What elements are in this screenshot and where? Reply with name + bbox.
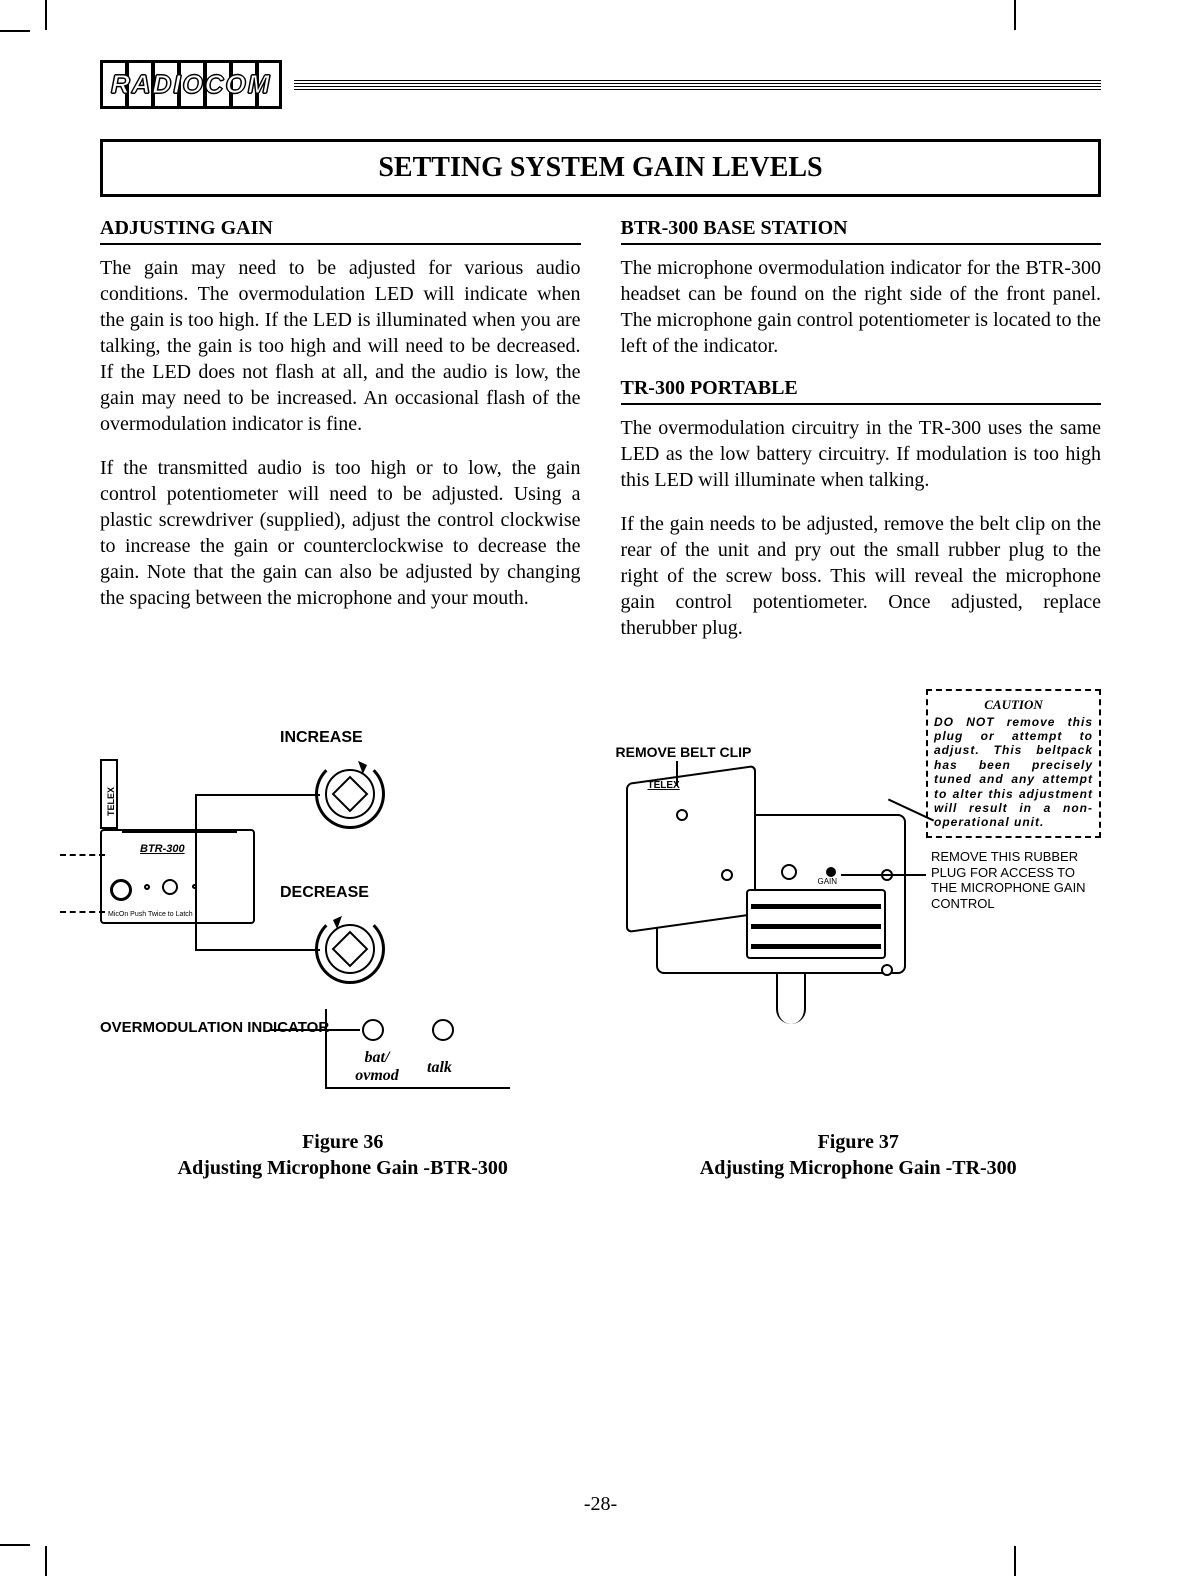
page-number: -28-: [0, 1493, 1201, 1516]
remove-belt-label: REMOVE BELT CLIP: [616, 744, 752, 760]
leader-line: [195, 949, 320, 951]
fig36-caption-a: Figure 36: [100, 1129, 586, 1155]
leader-line: [841, 874, 926, 876]
talk-label: talk: [427, 1059, 452, 1077]
tr300-unit: TELEX GAIN: [626, 774, 886, 1004]
paragraph: If the gain needs to be adjusted, remove…: [621, 511, 1102, 641]
page-header: RADIOCOM: [100, 60, 1101, 109]
paragraph: The microphone overmodulation indicator …: [621, 255, 1102, 359]
panel-small-text: MicOn Push Twice to Latch: [108, 911, 193, 918]
header-rule: [294, 80, 1101, 90]
caution-box: CAUTION DO NOT remove this plug or attem…: [926, 689, 1101, 838]
talk-led-icon: [432, 1019, 454, 1041]
paragraph: The overmodulation circuitry in the TR-3…: [621, 415, 1102, 493]
crop-mark: [0, 30, 30, 32]
remove-plug-label: REMOVE THIS RUBBER PLUG FOR ACCESS TO TH…: [931, 849, 1101, 911]
section-title: SETTING SYSTEM GAIN LEVELS: [100, 139, 1101, 197]
screw-icon: [721, 869, 733, 881]
indicator-panel: bat/ ovmod talk: [325, 1009, 510, 1089]
overmod-label: OVERMODULATION INDICATOR: [100, 1019, 329, 1037]
gain-plug-icon: [826, 867, 836, 877]
crop-mark: [1014, 1546, 1016, 1576]
screw-icon: [881, 964, 893, 976]
screw-boss-icon: [781, 864, 797, 880]
crop-mark: [45, 0, 47, 30]
bat-ovmod-label: bat/ ovmod: [347, 1049, 407, 1085]
leader-line: [195, 794, 320, 796]
telex-strip: TELEX: [100, 759, 118, 829]
increase-label: INCREASE: [280, 729, 363, 747]
figure-37: CAUTION DO NOT remove this plug or attem…: [616, 689, 1102, 1109]
left-column: ADJUSTING GAIN The gain may need to be a…: [100, 217, 581, 659]
gain-knob-icon: [325, 924, 375, 974]
btr300-panel: BTR-300 MicOn Push Twice to Latch: [100, 829, 255, 924]
captions-row: Figure 36 Adjusting Microphone Gain -BTR…: [100, 1129, 1101, 1181]
connector-icon: [110, 879, 132, 901]
caution-title: CAUTION: [934, 697, 1093, 713]
figures-row: INCREASE DECREASE BTR-300 MicOn Push Twi…: [100, 689, 1101, 1109]
panel-model-label: BTR-300: [140, 843, 185, 855]
port-icon: [162, 879, 178, 895]
leader-line: [676, 761, 678, 786]
decrease-label: DECREASE: [280, 884, 369, 902]
crop-mark: [1014, 0, 1016, 30]
caution-body: DO NOT remove this plug or attempt to ad…: [934, 715, 1093, 830]
clip-hole-icon: [676, 809, 688, 821]
gain-knob-icon: [325, 769, 375, 819]
fig37-caption-b: Adjusting Microphone Gain -TR-300: [616, 1155, 1102, 1181]
subhead-adjusting-gain: ADJUSTING GAIN: [100, 217, 581, 245]
leader-line: [60, 911, 105, 913]
paragraph: If the transmitted audio is too high or …: [100, 455, 581, 611]
telex-label: TELEX: [106, 787, 116, 816]
leader-line: [195, 884, 197, 951]
fig37-caption-a: Figure 37: [616, 1129, 1102, 1155]
paragraph: The gain may need to be adjusted for var…: [100, 255, 581, 437]
led-icon: [144, 884, 150, 890]
right-column: BTR-300 BASE STATION The microphone over…: [621, 217, 1102, 659]
text-columns: ADJUSTING GAIN The gain may need to be a…: [100, 217, 1101, 659]
gain-label: GAIN: [818, 877, 838, 886]
fig36-caption-b: Adjusting Microphone Gain -BTR-300: [100, 1155, 586, 1181]
cable-icon: [776, 974, 806, 1024]
leader-line: [195, 794, 197, 884]
brand-logo: RADIOCOM: [100, 60, 282, 109]
subhead-tr300: TR-300 PORTABLE: [621, 377, 1102, 405]
crop-mark: [45, 1546, 47, 1576]
bat-ovmod-led-icon: [362, 1019, 384, 1041]
subhead-btr300: BTR-300 BASE STATION: [621, 217, 1102, 245]
leader-line: [60, 854, 105, 856]
figure-36: INCREASE DECREASE BTR-300 MicOn Push Twi…: [100, 689, 586, 1109]
crop-mark: [0, 1544, 30, 1546]
